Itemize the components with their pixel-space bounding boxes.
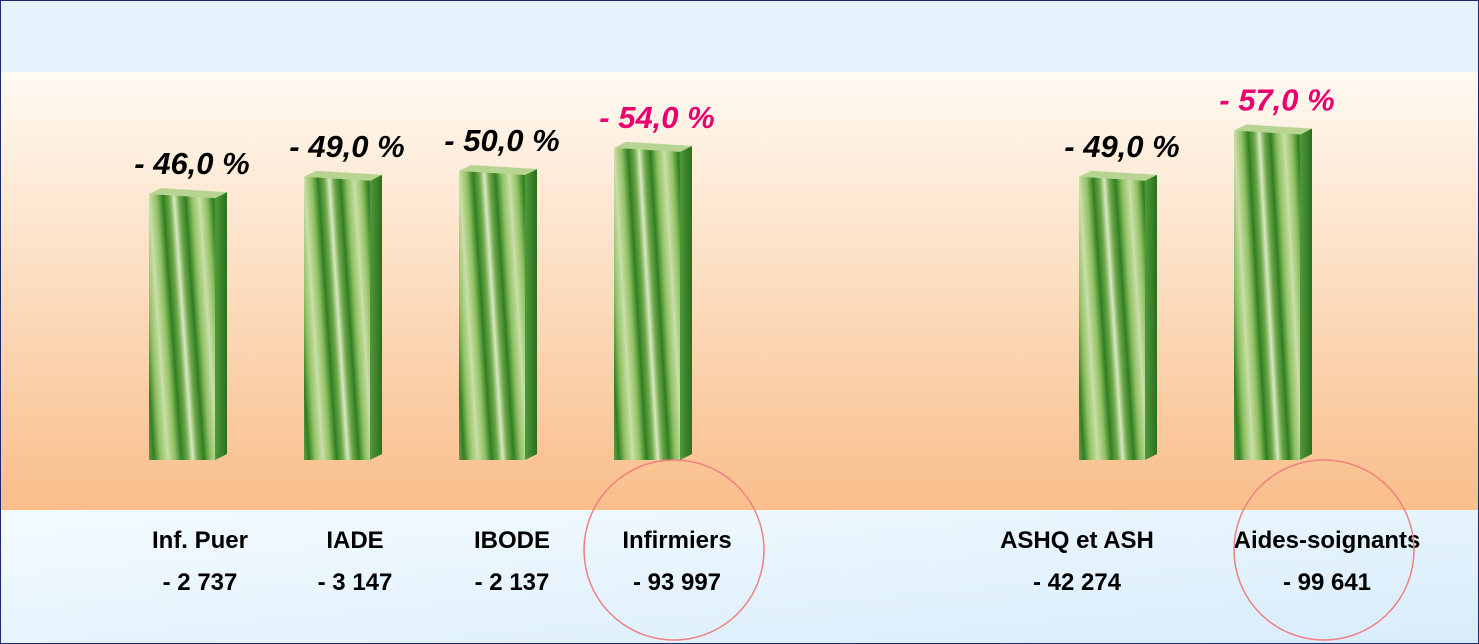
bar bbox=[459, 165, 537, 460]
bar-side bbox=[215, 192, 227, 460]
label-band bbox=[0, 510, 1479, 644]
value-label: - 49,0 % bbox=[1064, 129, 1179, 164]
bar-side bbox=[370, 174, 382, 460]
bar-front bbox=[1079, 176, 1145, 460]
highlight-circle bbox=[583, 459, 765, 641]
value-label: - 46,0 % bbox=[134, 146, 249, 181]
bar-side bbox=[1145, 174, 1157, 460]
bar-side bbox=[680, 145, 692, 460]
count-label: - 99 641 bbox=[1283, 569, 1371, 596]
bar-side bbox=[1300, 128, 1312, 461]
bar-top bbox=[304, 170, 382, 181]
category-label: Aides-soignants bbox=[1234, 527, 1421, 554]
bar-top bbox=[1234, 124, 1312, 135]
count-label: - 2 137 bbox=[475, 569, 550, 596]
count-label: - 3 147 bbox=[318, 569, 393, 596]
category-label: ASHQ et ASH bbox=[1000, 527, 1154, 554]
category-label: Infirmiers bbox=[622, 527, 731, 554]
bar-top bbox=[149, 188, 227, 199]
value-label: - 57,0 % bbox=[1219, 83, 1334, 118]
bar-top bbox=[1079, 170, 1157, 181]
value-label: - 54,0 % bbox=[599, 100, 714, 135]
bar-side bbox=[525, 169, 537, 460]
category-label: Inf. Puer bbox=[152, 527, 248, 554]
value-label: - 49,0 % bbox=[289, 129, 404, 164]
bar bbox=[149, 188, 227, 460]
bar-front bbox=[149, 194, 215, 460]
bar-top bbox=[614, 141, 692, 152]
bar-front bbox=[1234, 130, 1300, 461]
plot-band bbox=[0, 72, 1479, 510]
value-label: - 50,0 % bbox=[444, 123, 559, 158]
bar-front bbox=[459, 171, 525, 460]
category-label: IBODE bbox=[474, 527, 550, 554]
bar-front bbox=[614, 147, 680, 460]
bar-top bbox=[459, 165, 537, 175]
count-label: - 93 997 bbox=[633, 569, 721, 596]
count-label: - 42 274 bbox=[1033, 569, 1122, 596]
category-label: IADE bbox=[326, 527, 383, 554]
bar bbox=[304, 170, 382, 460]
highlight-circle bbox=[1233, 459, 1415, 641]
count-label: - 2 737 bbox=[163, 569, 238, 596]
header-band bbox=[0, 0, 1479, 72]
bar bbox=[1234, 124, 1312, 461]
bar bbox=[614, 141, 692, 460]
bar-front bbox=[304, 176, 370, 460]
bar bbox=[1079, 170, 1157, 460]
